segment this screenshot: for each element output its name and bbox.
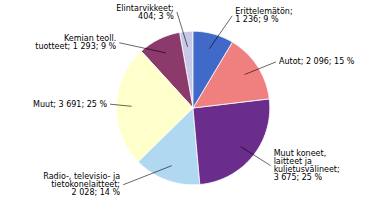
svg-text:Radio-, televisio- jatietokone: Radio-, televisio- jatietokonelaitteet;2… xyxy=(43,172,120,197)
svg-text:Elintarvikkeet;404; 3 %: Elintarvikkeet;404; 3 % xyxy=(116,4,174,21)
svg-text:Erittelemätön;1 236; 9 %: Erittelemätön;1 236; 9 % xyxy=(235,7,292,24)
svg-text:Autot; 2 096; 15 %: Autot; 2 096; 15 % xyxy=(279,57,355,66)
svg-text:Kemian teoll.tuotteet; 1 293;: Kemian teoll.tuotteet; 1 293; 9 % xyxy=(35,34,116,51)
svg-text:Muut; 3 691; 25 %: Muut; 3 691; 25 % xyxy=(33,100,107,109)
svg-text:Muut koneet,laitteet jakuljetu: Muut koneet,laitteet jakuljetusvälineet;… xyxy=(274,149,340,182)
